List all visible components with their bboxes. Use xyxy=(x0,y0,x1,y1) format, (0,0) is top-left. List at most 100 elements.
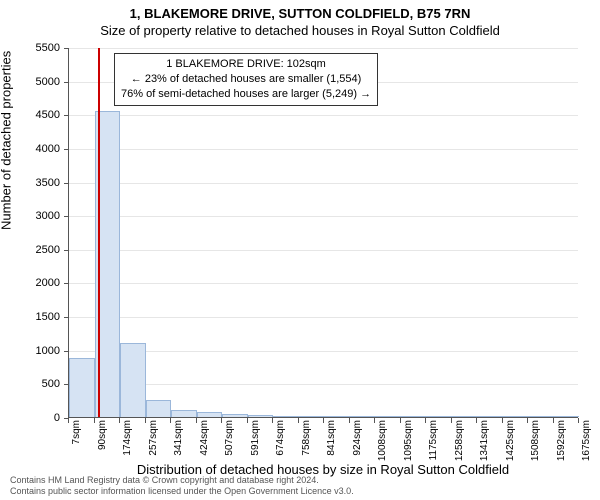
chart-subtitle: Size of property relative to detached ho… xyxy=(0,21,600,38)
histogram-bar xyxy=(426,416,452,417)
xtick-mark xyxy=(425,418,426,423)
xtick-mark xyxy=(374,418,375,423)
gridline xyxy=(69,216,578,217)
xtick-label: 674sqm xyxy=(275,420,286,470)
histogram-bar xyxy=(554,416,580,417)
annotation-line-3: 76% of semi-detached houses are larger (… xyxy=(121,87,371,102)
xtick-label: 1175sqm xyxy=(428,420,439,470)
histogram-bar xyxy=(452,416,478,417)
ytick-mark xyxy=(64,149,69,150)
plot-area: 1 BLAKEMORE DRIVE: 102sqm ← 23% of detac… xyxy=(68,48,578,418)
ytick-label: 3500 xyxy=(0,177,60,189)
ytick-label: 1000 xyxy=(0,345,60,357)
xtick-mark xyxy=(94,418,95,423)
ytick-mark xyxy=(64,283,69,284)
property-marker-line xyxy=(98,48,100,417)
histogram-bar xyxy=(528,416,554,417)
ytick-label: 0 xyxy=(0,412,60,424)
xtick-mark xyxy=(476,418,477,423)
footer-line-1: Contains HM Land Registry data © Crown c… xyxy=(10,475,354,486)
ytick-mark xyxy=(64,351,69,352)
histogram-bar xyxy=(401,416,427,417)
xtick-mark xyxy=(502,418,503,423)
xtick-mark xyxy=(349,418,350,423)
xtick-label: 1008sqm xyxy=(377,420,388,470)
histogram-bar xyxy=(503,416,529,417)
xtick-mark xyxy=(221,418,222,423)
xtick-label: 257sqm xyxy=(148,420,159,470)
xtick-label: 1508sqm xyxy=(530,420,541,470)
xtick-mark xyxy=(145,418,146,423)
xtick-label: 841sqm xyxy=(326,420,337,470)
gridline xyxy=(69,317,578,318)
ytick-label: 5500 xyxy=(0,42,60,54)
ytick-mark xyxy=(64,82,69,83)
histogram-bar xyxy=(146,400,172,417)
ytick-mark xyxy=(64,216,69,217)
gridline xyxy=(69,283,578,284)
histogram-bar xyxy=(248,415,274,417)
annotation-line-1: 1 BLAKEMORE DRIVE: 102sqm xyxy=(121,57,371,72)
histogram-bar xyxy=(375,416,401,417)
footer-line-2: Contains public sector information licen… xyxy=(10,486,354,497)
histogram-bar xyxy=(120,343,146,417)
ytick-label: 5000 xyxy=(0,76,60,88)
xtick-mark xyxy=(527,418,528,423)
ytick-mark xyxy=(64,48,69,49)
xtick-label: 1675sqm xyxy=(581,420,592,470)
annotation-line-2: ← 23% of detached houses are smaller (1,… xyxy=(121,72,371,87)
footer-attribution: Contains HM Land Registry data © Crown c… xyxy=(10,475,354,497)
ytick-label: 4000 xyxy=(0,143,60,155)
xtick-mark xyxy=(170,418,171,423)
xtick-mark xyxy=(68,418,69,423)
histogram-bar xyxy=(350,416,376,417)
ytick-label: 2000 xyxy=(0,277,60,289)
ytick-mark xyxy=(64,317,69,318)
gridline xyxy=(69,183,578,184)
gridline xyxy=(69,149,578,150)
xtick-label: 174sqm xyxy=(122,420,133,470)
histogram-bar xyxy=(273,416,299,417)
histogram-bar xyxy=(299,416,325,417)
xtick-label: 1095sqm xyxy=(403,420,414,470)
ytick-mark xyxy=(64,183,69,184)
xtick-label: 90sqm xyxy=(97,420,108,470)
xtick-label: 1258sqm xyxy=(454,420,465,470)
gridline xyxy=(69,250,578,251)
histogram-bar xyxy=(69,358,95,417)
gridline xyxy=(69,115,578,116)
xtick-mark xyxy=(119,418,120,423)
xtick-label: 1425sqm xyxy=(505,420,516,470)
xtick-mark xyxy=(400,418,401,423)
ytick-label: 1500 xyxy=(0,311,60,323)
ytick-label: 3000 xyxy=(0,210,60,222)
property-size-chart: 1, BLAKEMORE DRIVE, SUTTON COLDFIELD, B7… xyxy=(0,0,600,500)
ytick-mark xyxy=(64,250,69,251)
histogram-bar xyxy=(197,412,223,417)
xtick-label: 507sqm xyxy=(224,420,235,470)
ytick-label: 500 xyxy=(0,378,60,390)
xtick-mark xyxy=(451,418,452,423)
xtick-label: 7sqm xyxy=(71,420,82,470)
ytick-mark xyxy=(64,115,69,116)
xtick-label: 924sqm xyxy=(352,420,363,470)
chart-title-address: 1, BLAKEMORE DRIVE, SUTTON COLDFIELD, B7… xyxy=(0,0,600,21)
xtick-mark xyxy=(578,418,579,423)
xtick-label: 341sqm xyxy=(173,420,184,470)
xtick-label: 591sqm xyxy=(250,420,261,470)
ytick-label: 2500 xyxy=(0,244,60,256)
histogram-bar xyxy=(324,416,350,417)
histogram-bar xyxy=(477,416,503,417)
histogram-bar xyxy=(171,410,197,417)
xtick-mark xyxy=(196,418,197,423)
histogram-bar xyxy=(222,414,248,417)
annotation-box: 1 BLAKEMORE DRIVE: 102sqm ← 23% of detac… xyxy=(114,53,378,106)
xtick-mark xyxy=(247,418,248,423)
xtick-label: 424sqm xyxy=(199,420,210,470)
ytick-label: 4500 xyxy=(0,109,60,121)
xtick-mark xyxy=(323,418,324,423)
xtick-label: 1341sqm xyxy=(479,420,490,470)
gridline xyxy=(69,48,578,49)
xtick-label: 758sqm xyxy=(301,420,312,470)
xtick-mark xyxy=(553,418,554,423)
